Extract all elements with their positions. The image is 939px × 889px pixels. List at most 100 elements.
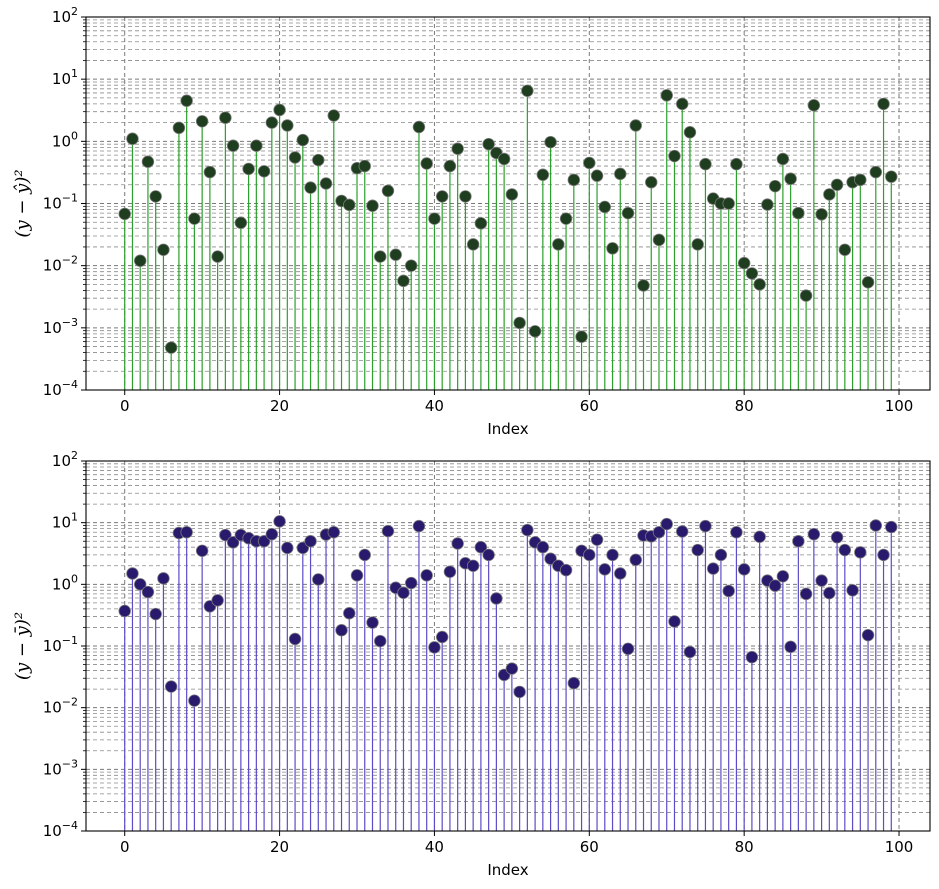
data-point xyxy=(668,149,681,163)
data-point xyxy=(335,624,348,637)
data-point xyxy=(149,190,162,203)
data-point xyxy=(668,615,681,628)
y-tick-label: 10−1 xyxy=(43,634,78,655)
data-point xyxy=(304,181,317,194)
y-tick-label: 10−4 xyxy=(43,819,78,840)
data-point xyxy=(451,142,464,155)
data-point xyxy=(614,567,627,580)
data-point xyxy=(288,151,302,164)
data-point xyxy=(606,242,619,255)
data-point xyxy=(590,169,604,182)
data-point xyxy=(188,212,201,225)
data-point xyxy=(482,137,495,151)
panel-bottom-squared-deviations: 10−4 10−3 10−2 10−1 100 101 102 0 20 40 60 80 100 Ind… xyxy=(12,449,931,879)
data-point xyxy=(792,535,805,548)
data-point xyxy=(505,662,519,675)
data-point xyxy=(443,159,457,173)
data-point xyxy=(412,519,426,533)
data-point xyxy=(366,199,379,212)
data-point xyxy=(660,89,673,102)
data-point xyxy=(583,548,596,562)
data-point xyxy=(544,135,557,149)
data-point xyxy=(823,188,836,201)
data-point xyxy=(877,548,890,562)
y-tick-label: 10−4 xyxy=(43,378,78,399)
data-point xyxy=(226,139,240,152)
data-point xyxy=(428,212,441,225)
data-point xyxy=(482,548,495,562)
data-point xyxy=(521,523,534,537)
data-point xyxy=(466,559,480,572)
data-point xyxy=(397,274,410,288)
x-tick-label: 80 xyxy=(735,838,754,856)
data-point xyxy=(412,120,426,134)
data-point xyxy=(753,278,766,291)
data-point xyxy=(861,628,875,642)
data-point xyxy=(164,341,178,354)
data-point xyxy=(257,165,271,178)
data-point xyxy=(474,541,488,554)
data-point xyxy=(327,109,340,122)
minor-gridlines xyxy=(86,463,930,813)
data-point xyxy=(451,537,464,550)
data-point xyxy=(157,572,170,585)
data-point xyxy=(126,567,139,580)
y-tick-label: 100 xyxy=(52,129,78,150)
data-point xyxy=(699,519,712,533)
data-point xyxy=(567,173,581,187)
data-point xyxy=(722,584,735,598)
data-point xyxy=(784,640,797,654)
data-point xyxy=(606,548,619,562)
data-point xyxy=(164,680,178,693)
data-point xyxy=(629,119,642,132)
data-point xyxy=(296,133,310,147)
data-point xyxy=(552,238,565,251)
x-tick-label: 40 xyxy=(425,838,444,856)
data-point xyxy=(637,279,650,292)
data-point xyxy=(683,126,697,139)
x-tick-label: 0 xyxy=(120,397,130,415)
x-tick-label: 20 xyxy=(270,838,289,856)
data-point xyxy=(490,592,503,605)
data-point xyxy=(350,569,364,582)
data-point xyxy=(327,526,340,539)
y-tick-label: 101 xyxy=(52,511,78,532)
data-point xyxy=(869,165,882,179)
data-point xyxy=(567,676,581,690)
data-point xyxy=(234,216,248,229)
data-point xyxy=(466,238,480,251)
data-point xyxy=(629,553,642,566)
data-point xyxy=(265,528,279,541)
data-point xyxy=(676,97,689,111)
data-point xyxy=(141,585,155,599)
data-point xyxy=(776,152,790,166)
data-point xyxy=(676,525,689,538)
data-point xyxy=(815,574,828,587)
data-point xyxy=(645,176,658,189)
data-point xyxy=(854,173,867,187)
x-tick-label: 100 xyxy=(885,397,914,415)
data-point xyxy=(768,579,782,592)
data-point xyxy=(134,254,147,267)
data-point xyxy=(134,578,147,591)
data-point xyxy=(830,178,844,191)
data-point xyxy=(838,243,852,256)
data-point xyxy=(157,243,170,256)
data-point xyxy=(598,200,611,214)
data-point xyxy=(877,97,890,111)
data-point xyxy=(118,604,131,618)
data-point xyxy=(428,641,441,654)
data-point xyxy=(854,546,867,559)
stems xyxy=(124,90,892,390)
y-tick-label: 10−3 xyxy=(43,316,78,337)
data-point xyxy=(304,535,317,548)
data-point xyxy=(699,157,712,171)
data-point xyxy=(846,584,859,597)
x-tick-label: 20 xyxy=(270,397,289,415)
y-axis-label: (y − ȳ)² xyxy=(12,612,33,680)
data-point xyxy=(536,541,550,554)
data-point xyxy=(397,586,410,599)
data-point xyxy=(420,157,433,170)
x-tick-label: 40 xyxy=(425,397,444,415)
markers xyxy=(118,515,898,707)
